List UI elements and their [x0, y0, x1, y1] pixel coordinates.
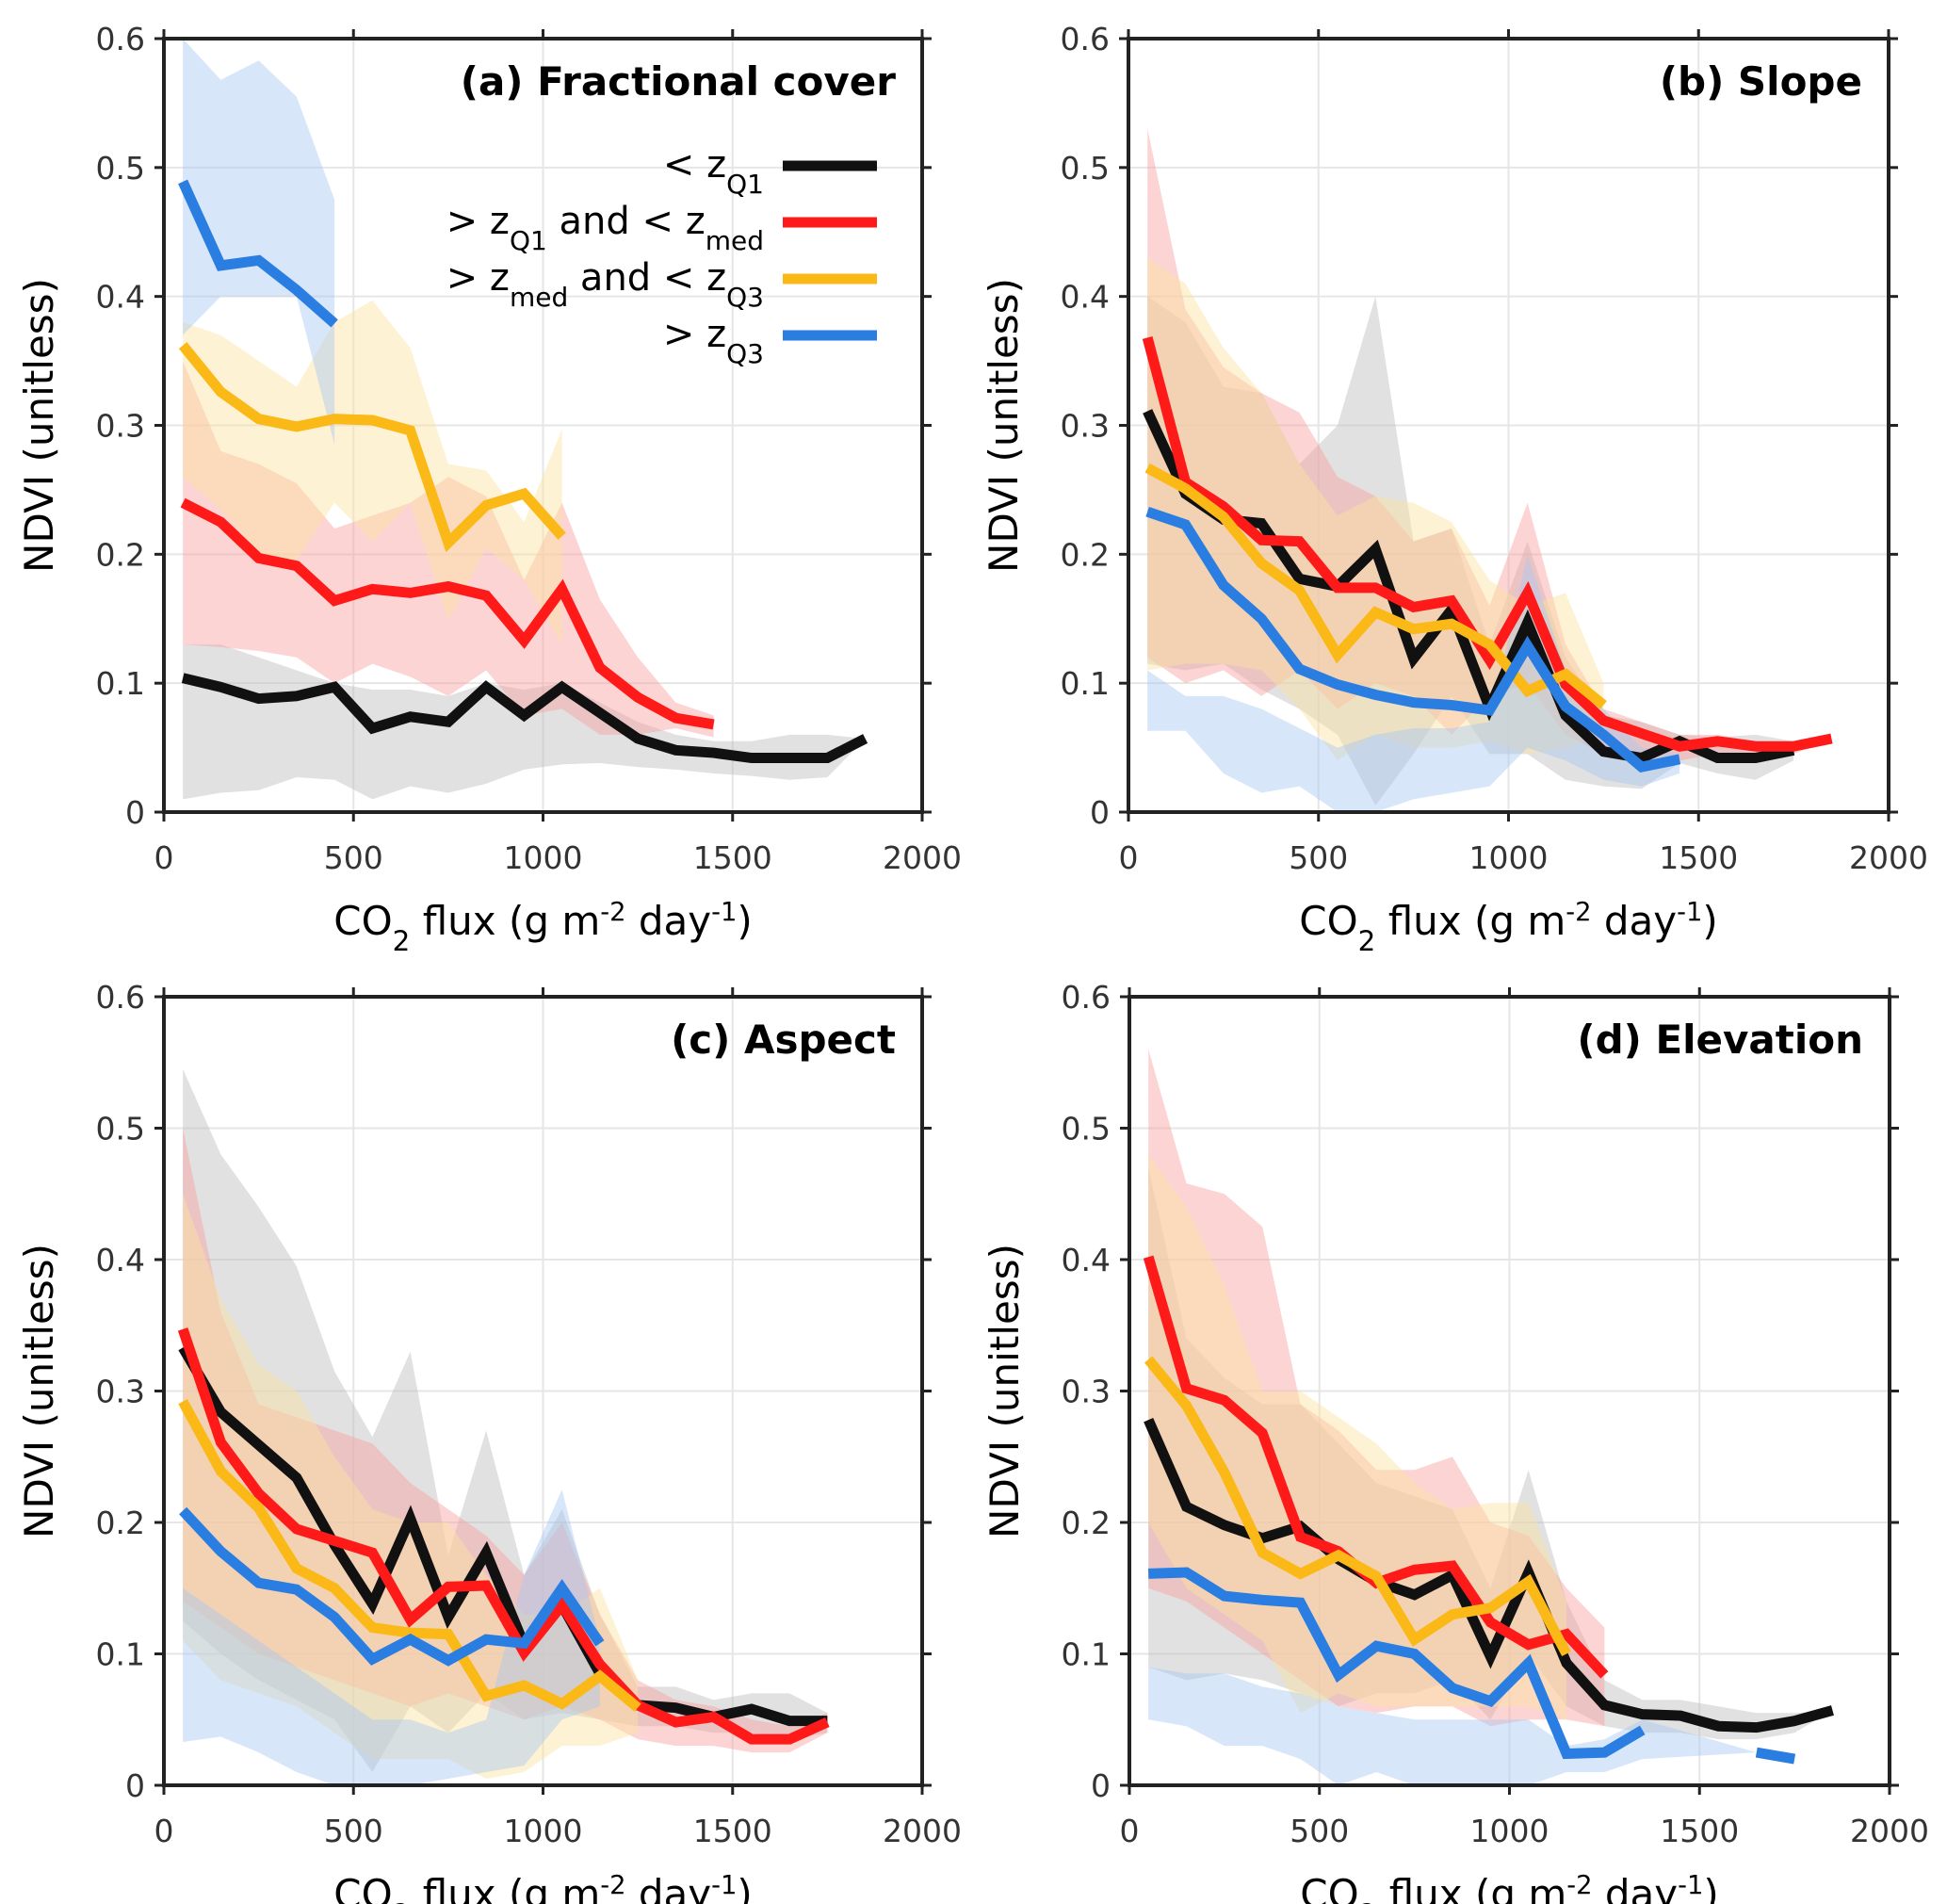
y-axis-label: NDVI (unitless) — [981, 278, 1027, 573]
legend-label: > zQ3 — [663, 313, 764, 369]
y-tick-label: 0.6 — [1062, 979, 1111, 1016]
panel-title: (a) Fractional cover — [461, 58, 897, 105]
x-tick-label: 500 — [1290, 1813, 1349, 1849]
y-tick-label: 0.5 — [96, 1111, 145, 1147]
y-tick-label: 0.1 — [96, 1636, 145, 1673]
x-tick-label: 1000 — [504, 1813, 583, 1849]
x-tick-label: 2000 — [883, 839, 962, 876]
band--zQ1-and-zmed — [1147, 128, 1832, 761]
band--zQ3 — [1148, 1667, 1795, 1785]
y-tick-label: 0.2 — [96, 1505, 145, 1541]
series-line — [1755, 1747, 1796, 1765]
x-tick-label: 2000 — [1850, 1813, 1929, 1849]
panel-title: (d) Elevation — [1577, 1017, 1863, 1063]
x-axis-label: CO2 flux (g m-2 day-1) — [333, 898, 752, 958]
band--zmed-and-zQ3 — [1147, 257, 1604, 761]
x-tick-label: 1500 — [1660, 1813, 1739, 1849]
y-tick-label: 0.2 — [1062, 1505, 1111, 1541]
y-tick-label: 0.1 — [1062, 1636, 1111, 1673]
y-tick-label: 0.3 — [96, 408, 145, 445]
y-tick-label: 0.4 — [96, 279, 145, 316]
legend-label: > zmed and < zQ3 — [446, 256, 764, 313]
y-tick-label: 0 — [125, 1767, 145, 1804]
y-tick-label: 0.3 — [1061, 408, 1110, 445]
y-axis-label: NDVI (unitless) — [982, 1244, 1028, 1538]
x-tick-label: 1000 — [504, 839, 583, 876]
y-tick-label: 0.5 — [1062, 1111, 1111, 1147]
y-tick-label: 0.4 — [96, 1242, 145, 1278]
y-tick-label: 0.5 — [1061, 150, 1110, 187]
y-tick-label: 0.6 — [1061, 21, 1110, 57]
legend-label: < zQ1 — [663, 143, 764, 200]
series-line — [1147, 1567, 1646, 1760]
band--zQ3 — [183, 39, 335, 446]
y-tick-label: 0.6 — [96, 21, 145, 57]
y-tick-label: 0.2 — [1061, 536, 1110, 573]
y-tick-label: 0 — [1090, 794, 1110, 831]
y-axis-label: NDVI (unitless) — [16, 1244, 62, 1538]
y-tick-label: 0.6 — [96, 979, 145, 1016]
x-tick-label: 2000 — [883, 1813, 962, 1849]
panel-title: (c) Aspect — [671, 1017, 896, 1063]
x-tick-label: 1000 — [1470, 1813, 1549, 1849]
x-tick-label: 500 — [324, 1813, 383, 1849]
legend-label: > zQ1 and < zmed — [446, 200, 764, 256]
panel-a: 0 500 1000 1500 2000 0 0.1 0.2 0.3 0.4 0.5 0.6 (a) F… — [16, 21, 962, 957]
x-tick-label: 500 — [1289, 839, 1348, 876]
band--zQ3 — [183, 1489, 600, 1785]
x-tick-label: 0 — [1120, 1813, 1140, 1849]
band--zQ3 — [1147, 554, 1680, 812]
band--zmed-and-zQ3 — [183, 300, 562, 645]
y-tick-label: 0.1 — [96, 665, 145, 702]
x-tick-label: 2000 — [1849, 839, 1928, 876]
x-tick-label: 1000 — [1469, 839, 1549, 876]
x-tick-label: 1500 — [693, 1813, 772, 1849]
y-tick-label: 0.4 — [1061, 279, 1110, 316]
panel-c: 0 500 1000 1500 2000 0 0.1 0.2 0.3 0.4 0.5 0.6 (c) A… — [16, 979, 962, 1904]
x-axis-label: CO2 flux (g m-2 day-1) — [333, 1871, 752, 1904]
y-tick-label: 0 — [1091, 1767, 1111, 1804]
y-tick-label: 0 — [125, 794, 145, 831]
y-tick-label: 0.5 — [96, 150, 145, 187]
panel-b: 0 500 1000 1500 2000 0 0.1 0.2 0.3 0.4 0.5 0.6 (b) S… — [981, 21, 1928, 957]
y-axis-label: NDVI (unitless) — [16, 278, 62, 573]
y-tick-label: 0.4 — [1062, 1242, 1111, 1278]
x-tick-label: 0 — [154, 839, 174, 876]
x-axis-label: CO2 flux (g m-2 day-1) — [1299, 898, 1717, 958]
x-tick-label: 0 — [154, 1813, 174, 1849]
band--zQ1 — [1148, 1167, 1833, 1740]
series-line — [1144, 1356, 1571, 1657]
series-line — [177, 1327, 830, 1745]
y-tick-label: 0.2 — [96, 536, 145, 573]
x-tick-label: 1500 — [1659, 839, 1738, 876]
y-tick-label: 0.1 — [1061, 665, 1110, 702]
y-tick-label: 0.3 — [96, 1374, 145, 1410]
y-tick-label: 0.3 — [1062, 1374, 1111, 1410]
series-line — [179, 1506, 605, 1667]
legend: < zQ1> zQ1 and < zmed> zmed and < zQ3> z… — [446, 143, 877, 369]
x-axis-label: CO2 flux (g m-2 day-1) — [1300, 1871, 1718, 1904]
x-tick-label: 500 — [324, 839, 383, 876]
panel-title: (b) Slope — [1660, 58, 1862, 105]
x-tick-label: 1500 — [693, 839, 772, 876]
panel-d: 0 500 1000 1500 2000 0 0.1 0.2 0.3 0.4 0.5 0.6 (d) E… — [982, 979, 1929, 1904]
x-tick-label: 0 — [1119, 839, 1139, 876]
